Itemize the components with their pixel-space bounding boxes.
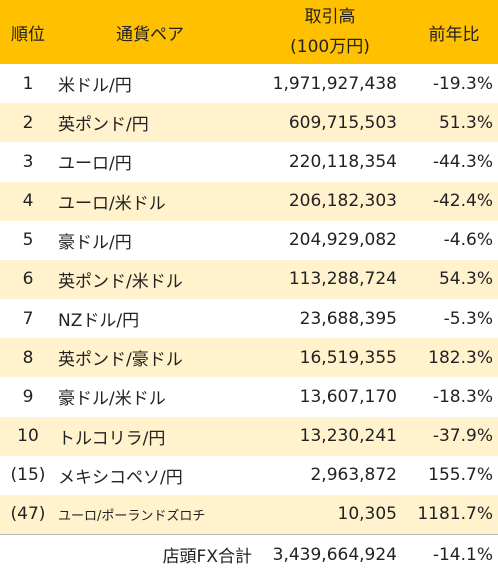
table-cell: 1,971,927,438	[272, 73, 397, 94]
table-cell: 113,288,724	[288, 269, 397, 290]
table-cell: 9	[22, 386, 34, 407]
table-row: 3 ユーロ/円 220,118,354 -44.3%	[0, 142, 498, 181]
table-cell: -44.3%	[432, 151, 493, 172]
table-cell: 8	[22, 347, 34, 368]
table-cell: 豪ドル/米ドル	[58, 389, 166, 410]
table-cell: -37.9%	[432, 426, 493, 447]
table-row: 6 英ポンド/米ドル 113,288,724 54.3%	[0, 259, 498, 299]
table-cell: 英ポンド/米ドル	[58, 271, 183, 292]
table-cell: 10,305	[337, 504, 397, 525]
table-cell: (47)	[10, 504, 46, 525]
table-row: 4 ユーロ/米ドル 206,182,303 -42.4%	[0, 181, 498, 221]
table-cell: NZドル/円	[58, 311, 140, 332]
header-cell: 前年比	[428, 24, 480, 45]
table-cell: 5	[22, 230, 34, 251]
total-label: 店頭FX合計	[162, 547, 252, 567]
table-cell: ユーロ/ポーランドズロチ	[58, 508, 206, 524]
table-cell: (15)	[10, 465, 46, 486]
table-row: 7 NZドル/円 23,688,395 -5.3%	[0, 299, 498, 338]
table-cell: 16,519,355	[299, 347, 397, 368]
table-cell: 7	[22, 308, 34, 329]
table-cell: 1	[22, 73, 34, 94]
table-cell: 4	[22, 191, 34, 212]
table-row: 5 豪ドル/円 204,929,082 -4.6%	[0, 221, 498, 260]
table-cell: -5.3%	[443, 308, 493, 329]
header-text: (100万円)	[290, 37, 370, 57]
table-row: 2 英ポンド/円 609,715,503 51.3%	[0, 103, 498, 143]
table-cell: 英ポンド/円	[58, 115, 149, 136]
table-cell: 609,715,503	[288, 112, 397, 133]
table-cell: 23,688,395	[299, 308, 397, 329]
table-cell: 13,607,170	[299, 386, 397, 407]
table-cell: 10	[17, 426, 39, 447]
table-cell: 206,182,303	[288, 191, 397, 212]
table-cell: 155.7%	[428, 465, 493, 486]
header-cell: 順位	[11, 24, 45, 45]
table-cell: 米ドル/円	[58, 76, 132, 97]
total-volume: 3,439,664,924	[272, 544, 397, 565]
total-change: -14.1%	[432, 544, 493, 565]
header-row: 順位 通貨ペア 取引高 (100万円) 前年比	[0, 0, 498, 64]
table-cell: ユーロ/円	[58, 154, 132, 175]
table-row: 1 米ドル/円 1,971,927,438 -19.3%	[0, 64, 498, 103]
table-cell: メキシコペソ/円	[58, 467, 183, 488]
total-row: 店頭FX合計 3,439,664,924 -14.1%	[0, 534, 498, 574]
table-cell: 51.3%	[438, 112, 493, 133]
table-cell: 豪ドル/円	[58, 232, 132, 253]
table-cell: 182.3%	[428, 347, 493, 368]
table-cell: -18.3%	[432, 386, 493, 407]
table-cell: 54.3%	[438, 269, 493, 290]
table-cell: 英ポンド/豪ドル	[58, 350, 183, 371]
table-cell: 2,963,872	[310, 465, 397, 486]
table-cell: -4.6%	[443, 230, 493, 251]
header-cell: 取引高 (100万円)	[255, 0, 405, 64]
table-row: 8 英ポンド/豪ドル 16,519,355 182.3%	[0, 338, 498, 378]
table-cell: 3	[22, 151, 34, 172]
table-cell: 1181.7%	[417, 504, 493, 525]
table-cell: 220,118,354	[288, 151, 397, 172]
table-cell: 6	[22, 269, 34, 290]
table-cell: 2	[22, 112, 34, 133]
table-cell: 204,929,082	[288, 230, 397, 251]
header-cell: 通貨ペア	[116, 24, 184, 45]
table-row: 9 豪ドル/米ドル 13,607,170 -18.3%	[0, 377, 498, 416]
table-cell: -42.4%	[432, 191, 493, 212]
table-cell: -19.3%	[432, 73, 493, 94]
table-row: (15) メキシコペソ/円 2,963,872 155.7%	[0, 456, 498, 495]
header-text: 取引高	[304, 7, 356, 27]
table-row: 10 トルコリラ/円 13,230,241 -37.9%	[0, 416, 498, 456]
table-cell: 13,230,241	[299, 426, 397, 447]
table-cell: トルコリラ/円	[58, 428, 166, 449]
table-cell: ユーロ/米ドル	[58, 193, 166, 214]
table-row: (47) ユーロ/ポーランドズロチ 10,305 1181.7%	[0, 494, 498, 534]
